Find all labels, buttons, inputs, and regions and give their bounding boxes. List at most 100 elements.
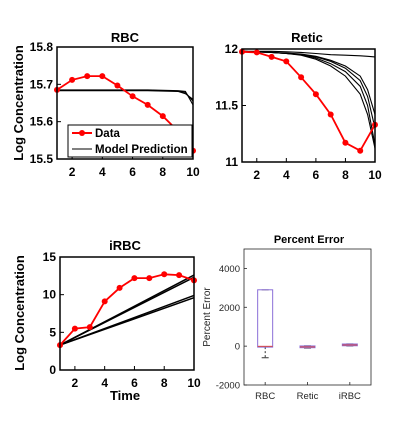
irbc-data-point bbox=[131, 275, 138, 282]
panel-irbc: iRBC 2 4 6 8 10 0 5 10 15 Log Concentration Time bbox=[12, 238, 201, 403]
rbc-data-point bbox=[99, 73, 106, 80]
legend: Data Model Prediction bbox=[67, 124, 193, 158]
rbc-xtick-label: 6 bbox=[129, 165, 136, 179]
retic-ticks: 2 4 6 8 10 11 11.5 12 bbox=[215, 42, 382, 182]
rbc-data-point bbox=[114, 82, 121, 89]
irbc-title: iRBC bbox=[109, 238, 141, 253]
percent-error-ytick-label: 4000 bbox=[219, 264, 240, 275]
irbc-data-point bbox=[101, 298, 108, 305]
rbc-model-curves bbox=[57, 89, 194, 106]
irbc-ticks: 2 4 6 8 10 0 5 10 15 bbox=[43, 250, 201, 390]
retic-model-curves bbox=[241, 50, 376, 149]
retic-model-line bbox=[241, 50, 376, 115]
retic-data-line bbox=[241, 50, 376, 152]
percent-error-xtick-label: Retic bbox=[297, 391, 319, 402]
retic-axes-box bbox=[241, 48, 376, 163]
rbc-ticks: 2 4 6 8 10 15.5 15.6 15.7 15.8 bbox=[30, 40, 200, 179]
retic-xtick-label: 2 bbox=[253, 168, 260, 182]
percent-error-ylabel: Percent Error bbox=[202, 287, 213, 347]
irbc-xtick-label: 2 bbox=[72, 376, 79, 390]
panel-percent-error: Percent Error -2000 0 2000 4000 RBC Retic iRBC… bbox=[202, 234, 372, 402]
irbc-axes-box bbox=[59, 256, 195, 371]
retic-data-point bbox=[253, 49, 260, 56]
legend-model-label: Model Prediction bbox=[95, 144, 188, 156]
irbc-data-point bbox=[71, 325, 78, 332]
panel-rbc: RBC 2 4 6 8 10 15.5 15.6 15.7 15.8 Log Concentra… bbox=[11, 30, 200, 179]
rbc-xtick-label: 8 bbox=[159, 165, 166, 179]
rbc-xtick-label: 10 bbox=[186, 165, 200, 179]
percent-error-boxes bbox=[257, 289, 358, 359]
irbc-data-point bbox=[86, 324, 93, 331]
retic-ytick-label: 12 bbox=[225, 42, 239, 56]
legend-box bbox=[67, 124, 193, 158]
rbc-model-line bbox=[57, 89, 194, 106]
irbc-data-point bbox=[116, 284, 123, 291]
legend-data-label: Data bbox=[95, 128, 121, 140]
rbc-model-line bbox=[57, 90, 194, 100]
rbc-data-point bbox=[129, 93, 136, 100]
panel-retic: Retic 2 4 6 8 10 11 11.5 12 bbox=[215, 30, 382, 182]
retic-data-point bbox=[283, 58, 290, 65]
retic-model-line bbox=[241, 50, 376, 129]
rbc-ytick-label: 15.8 bbox=[30, 40, 54, 54]
percent-error-title: Percent Error bbox=[274, 234, 345, 246]
legend-data-marker bbox=[79, 130, 85, 136]
irbc-xtick-label: 6 bbox=[131, 376, 138, 390]
rbc-ytick-label: 15.5 bbox=[30, 152, 54, 166]
irbc-ytick-label: 10 bbox=[43, 288, 57, 302]
percent-error-xtick-label: iRBC bbox=[339, 391, 361, 402]
box-iqr bbox=[257, 289, 274, 348]
retic-model-line bbox=[241, 50, 376, 149]
retic-data-series bbox=[239, 48, 378, 154]
rbc-data-point bbox=[84, 73, 91, 80]
retic-model-line bbox=[241, 50, 376, 146]
irbc-data-line bbox=[59, 273, 195, 346]
rbc-data-line bbox=[56, 75, 194, 152]
retic-xtick-label: 8 bbox=[342, 168, 349, 182]
retic-xtick-label: 4 bbox=[283, 168, 290, 182]
rbc-ytick-label: 15.6 bbox=[30, 115, 54, 129]
percent-error-ticks: -2000 0 2000 4000 RBC Retic iRBC bbox=[216, 264, 361, 402]
retic-title: Retic bbox=[291, 30, 323, 45]
irbc-ytick-label: 15 bbox=[43, 250, 57, 264]
irbc-model-line bbox=[59, 296, 195, 346]
irbc-ylabel: Log Concentration bbox=[12, 255, 27, 371]
rbc-xtick-label: 4 bbox=[99, 165, 106, 179]
retic-ytick-label: 11 bbox=[225, 155, 238, 169]
percent-error-ytick-label: 2000 bbox=[219, 303, 240, 314]
retic-data-point bbox=[327, 111, 334, 118]
retic-data-point bbox=[342, 139, 349, 146]
percent-error-axes-box bbox=[243, 248, 372, 386]
retic-data-point bbox=[312, 91, 319, 98]
rbc-ytick-label: 15.7 bbox=[30, 77, 54, 91]
rbc-data-point bbox=[69, 76, 76, 83]
percent-error-xtick-label: RBC bbox=[255, 391, 275, 402]
retic-data-point bbox=[298, 74, 305, 81]
rbc-data-point bbox=[159, 113, 166, 120]
irbc-ytick-label: 5 bbox=[49, 325, 56, 339]
irbc-ytick-label: 0 bbox=[49, 363, 56, 377]
irbc-data-series bbox=[57, 271, 197, 349]
rbc-xtick-label: 2 bbox=[69, 165, 76, 179]
retic-xtick-label: 10 bbox=[368, 168, 382, 182]
irbc-xlabel: Time bbox=[110, 388, 140, 403]
retic-model-line bbox=[242, 50, 376, 58]
rbc-data-point bbox=[144, 101, 151, 108]
irbc-model-curves bbox=[59, 274, 195, 346]
percent-error-ytick-label: -2000 bbox=[216, 381, 240, 392]
irbc-model-line bbox=[59, 276, 195, 346]
retic-xtick-label: 6 bbox=[313, 168, 320, 182]
irbc-data-point bbox=[176, 272, 183, 279]
rbc-title: RBC bbox=[111, 30, 140, 45]
retic-data-point bbox=[268, 53, 275, 60]
irbc-xtick-label: 4 bbox=[101, 376, 108, 390]
rbc-ylabel: Log Concentration bbox=[11, 45, 26, 161]
retic-ytick-label: 11.5 bbox=[215, 99, 238, 113]
irbc-xtick-label: 10 bbox=[187, 376, 201, 390]
percent-error-ytick-label: 0 bbox=[235, 342, 240, 353]
irbc-data-point bbox=[146, 275, 153, 282]
rbc-axes-box bbox=[56, 46, 194, 160]
irbc-xtick-label: 8 bbox=[161, 376, 168, 390]
irbc-data-point bbox=[161, 271, 168, 278]
